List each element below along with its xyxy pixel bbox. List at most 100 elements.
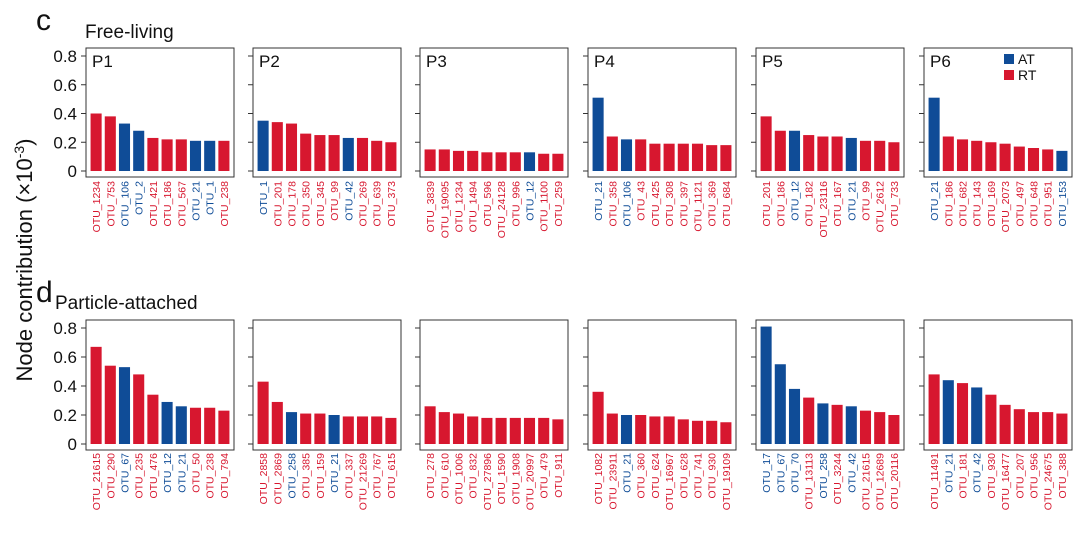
- bar: [218, 410, 230, 444]
- bar: [928, 97, 940, 171]
- bar: [620, 415, 633, 444]
- x-tick-label: OTU_567: [176, 181, 188, 227]
- x-tick-label: OTU_1006: [454, 453, 466, 505]
- y-tick-label: 0.2: [53, 133, 77, 152]
- x-tick-label: OTU_425: [650, 181, 662, 227]
- bar: [147, 137, 159, 171]
- panel-label: P3: [426, 52, 447, 71]
- x-tick-label: OTU_238: [205, 453, 217, 499]
- bar: [424, 406, 436, 444]
- bar: [523, 417, 536, 444]
- x-tick-label: OTU_181: [958, 453, 970, 499]
- legend-swatch-at: [1004, 54, 1014, 64]
- panel-frame: [419, 47, 569, 178]
- bar: [385, 417, 397, 444]
- x-tick-label: OTU_956: [1029, 453, 1041, 499]
- bar: [538, 417, 550, 444]
- x-tick-label: OTU_201: [272, 181, 284, 227]
- panel-label: P4: [594, 52, 615, 71]
- panel-frame: [419, 319, 569, 451]
- panel-frame: [923, 319, 1073, 451]
- x-tick-label: OTU_19109: [721, 453, 733, 510]
- row-letter-c: c: [36, 4, 51, 37]
- bar: [218, 140, 230, 171]
- bar: [788, 388, 801, 444]
- bar: [803, 397, 815, 444]
- x-tick-label: OTU_397: [678, 181, 690, 227]
- bar: [300, 133, 312, 171]
- bar: [649, 143, 661, 171]
- bar: [257, 381, 269, 444]
- bar: [649, 416, 661, 444]
- bar: [481, 417, 493, 444]
- bar: [452, 413, 465, 444]
- x-tick-label: OTU_186: [162, 181, 174, 227]
- bar: [1056, 413, 1068, 444]
- bar: [831, 136, 843, 171]
- bar: [760, 326, 772, 444]
- bar: [845, 137, 857, 171]
- x-tick-label: OTU_16477: [1000, 453, 1012, 510]
- bar: [285, 412, 298, 444]
- bar: [942, 136, 954, 171]
- bar: [104, 365, 116, 444]
- x-tick-label: OTU_182: [804, 181, 816, 227]
- x-tick-label: OTU_159: [315, 453, 327, 499]
- x-tick-label: OTU_308: [664, 181, 676, 227]
- bar: [552, 153, 564, 171]
- x-tick-label: OTU_2858: [258, 453, 270, 505]
- bar: [592, 391, 604, 444]
- bar: [999, 143, 1011, 171]
- bar: [774, 364, 786, 444]
- x-tick-label: OTU_21: [191, 181, 203, 221]
- panel-label: P5: [762, 52, 783, 71]
- bar: [538, 153, 550, 171]
- x-tick-label: OTU_43: [636, 181, 648, 221]
- y-tick-label: 0.4: [53, 105, 77, 124]
- bar: [803, 135, 815, 171]
- bar: [1042, 412, 1054, 444]
- panel-frame: [85, 319, 235, 451]
- x-tick-label: OTU_21615: [861, 453, 873, 510]
- bar: [175, 406, 187, 444]
- bar: [1013, 409, 1025, 444]
- bar: [606, 136, 618, 171]
- bar: [356, 416, 369, 444]
- row-letter-d: d: [36, 276, 53, 309]
- x-tick-label: OTU_476: [148, 453, 160, 499]
- x-tick-label: OTU_1590: [496, 453, 508, 505]
- x-tick-label: OTU_106: [622, 181, 634, 227]
- bar: [204, 140, 216, 171]
- x-tick-label: OTU_24128: [496, 181, 508, 238]
- y-tick-label: 0.8: [53, 319, 77, 338]
- bar: [371, 416, 383, 444]
- bar: [845, 406, 857, 444]
- x-tick-label: OTU_70: [790, 453, 802, 493]
- x-tick-label: OTU_259: [553, 181, 565, 227]
- x-tick-label: OTU_11491: [929, 453, 941, 510]
- x-tick-label: OTU_628: [678, 453, 690, 499]
- bar: [285, 123, 298, 171]
- x-tick-label: OTU_19095: [439, 181, 451, 238]
- bar: [509, 152, 521, 171]
- x-tick-label: OTU_3244: [832, 453, 844, 505]
- bar: [1027, 412, 1040, 444]
- bar: [314, 413, 326, 444]
- x-tick-label: OTU_385: [301, 453, 313, 499]
- bar: [133, 374, 145, 444]
- bar: [956, 139, 969, 171]
- bar: [189, 407, 202, 444]
- bar: [342, 137, 354, 171]
- x-tick-label: OTU_20116: [889, 453, 901, 510]
- panel-frame: [755, 47, 905, 178]
- bar: [189, 140, 202, 171]
- x-tick-label: OTU_21615: [91, 453, 103, 510]
- bar: [438, 149, 450, 171]
- bar: [271, 122, 283, 171]
- x-tick-label: OTU_178: [287, 181, 299, 227]
- legend-swatch-rt: [1004, 70, 1014, 80]
- bar: [999, 404, 1011, 444]
- bar: [691, 143, 704, 171]
